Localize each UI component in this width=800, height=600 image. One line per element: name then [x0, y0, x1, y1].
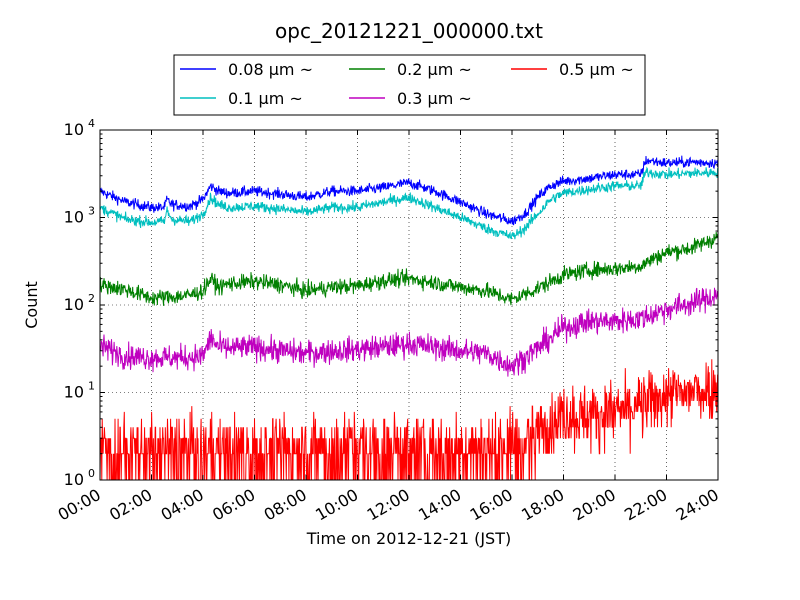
- x-tick-labels: 00:00 02:00 04:00 06:00 08:00 10:00 12:00 14:00…: [55, 485, 722, 525]
- legend-box: [173, 54, 646, 116]
- x-tick-label: 18:00: [518, 485, 567, 525]
- series-line-1: [100, 166, 718, 240]
- series-line-4: [100, 359, 718, 480]
- y-tick-label-exponent: 2: [88, 292, 95, 305]
- x-tick-label: 08:00: [261, 485, 310, 525]
- chart-title: opc_20121221_000000.txt: [275, 19, 543, 43]
- y-tick-label: 10 4: [64, 117, 95, 139]
- x-tick-label: 12:00: [364, 485, 413, 525]
- x-tick-label: 10:00: [312, 485, 361, 525]
- legend-label-3: 0.3 μm ~: [397, 89, 472, 108]
- series-clip-group: [100, 155, 718, 480]
- y-tick-label: 10 1: [64, 380, 95, 402]
- y-tick-label-base: 10: [64, 470, 84, 489]
- x-tick-label: 24:00: [673, 485, 722, 525]
- x-tick-label: 16:00: [467, 485, 516, 525]
- x-tick-label: 04:00: [158, 485, 207, 525]
- y-tick-labels: 10 0 10 1 10 2 10 3 10 4: [64, 117, 95, 489]
- x-tick-label: 06:00: [209, 485, 258, 525]
- series-line-0: [100, 155, 718, 226]
- x-tick-label: 20:00: [570, 485, 619, 525]
- y-tick-label-exponent: 4: [88, 117, 95, 130]
- legend-label-0: 0.08 μm ~: [228, 60, 313, 79]
- x-tick-label: 22:00: [621, 485, 670, 525]
- series-line-2: [100, 231, 718, 306]
- y-axis-label: Count: [22, 281, 41, 329]
- legend-label-1: 0.1 μm ~: [228, 89, 303, 108]
- y-tick-label-base: 10: [64, 208, 84, 227]
- legend: 0.08 μm ~ 0.1 μm ~ 0.2 μm ~ 0.3 μm ~ 0.5 μm …: [173, 54, 646, 116]
- y-tick-label-base: 10: [64, 120, 84, 139]
- x-tick-label: 14:00: [415, 485, 464, 525]
- legend-label-4: 0.5 μm ~: [559, 60, 634, 79]
- y-tick-label: 10 0: [64, 467, 95, 489]
- x-tick-label: 02:00: [106, 485, 155, 525]
- y-tick-label: 10 3: [64, 205, 95, 227]
- x-tick-label: 00:00: [55, 485, 104, 525]
- series-line-3: [100, 287, 718, 377]
- y-tick-label-base: 10: [64, 295, 84, 314]
- tick-marks: [99, 130, 719, 481]
- y-tick-label-exponent: 3: [88, 205, 95, 218]
- x-axis-label: Time on 2012-12-21 (JST): [306, 529, 511, 548]
- legend-label-2: 0.2 μm ~: [397, 60, 472, 79]
- y-tick-label-base: 10: [64, 383, 84, 402]
- grid-layer: [100, 130, 718, 480]
- series-layer: [100, 155, 718, 480]
- y-tick-label-exponent: 0: [88, 467, 95, 480]
- y-tick-label-exponent: 1: [88, 380, 95, 393]
- y-tick-label: 10 2: [64, 292, 95, 314]
